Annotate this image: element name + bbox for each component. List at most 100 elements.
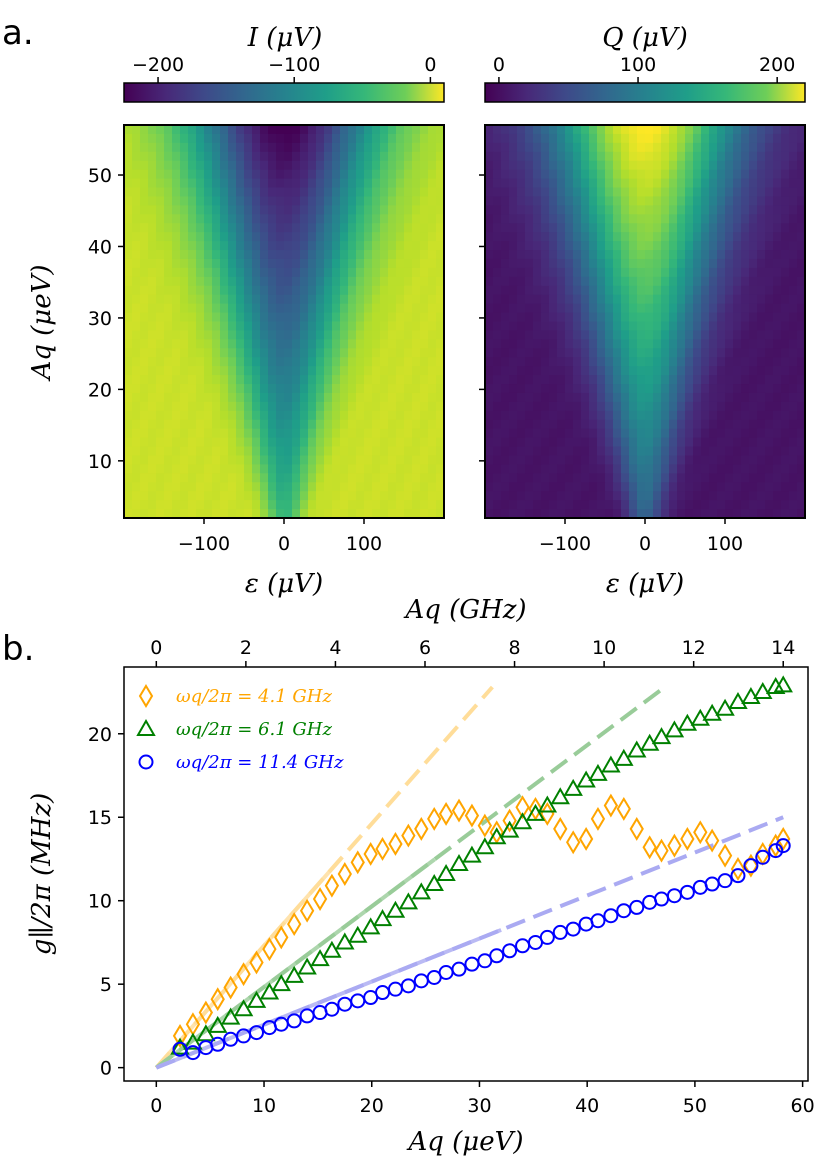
heatmap-cell: [436, 392, 445, 403]
heatmap-cell: [284, 205, 293, 215]
heatmap-cell: [156, 125, 165, 135]
heatmap-cell: [436, 500, 445, 510]
heatmap-cell: [292, 169, 301, 180]
heatmap-cell: [324, 357, 333, 367]
heatmap-cell: [605, 241, 614, 251]
heatmap-cell: [557, 339, 566, 349]
heatmap-cell: [653, 294, 662, 305]
heatmap-cell: [260, 178, 269, 189]
heatmap-cell: [501, 375, 510, 385]
heatmap-cell: [236, 267, 245, 278]
heatmap-cell: [541, 401, 550, 412]
heatmap-cell: [597, 392, 606, 403]
heatmap-cell: [236, 464, 245, 474]
heatmap-cell: [557, 214, 566, 224]
heatmap-cell: [228, 133, 237, 144]
heatmap-cell: [236, 509, 245, 519]
heatmap-cell: [244, 223, 253, 233]
heatmap-cell: [605, 276, 614, 287]
heatmap-cell: [701, 133, 710, 144]
heatmap-cell: [597, 169, 606, 180]
heatmap-cell: [292, 276, 301, 287]
heatmap-cell: [380, 509, 389, 519]
heatmap-cell: [525, 473, 534, 483]
heatmap-cell: [244, 473, 253, 483]
heatmap-cell: [725, 482, 734, 492]
heatmap-cell: [292, 151, 301, 162]
heatmap-cell: [725, 142, 734, 153]
heatmap-cell: [541, 357, 550, 367]
heatmap-cell: [541, 437, 550, 448]
heatmap-cell: [396, 366, 405, 376]
heatmap-cell: [669, 232, 678, 242]
heatmap-cell: [340, 509, 349, 519]
heatmap-cell: [244, 258, 253, 269]
heatmap-cell: [148, 339, 157, 349]
data-point: [629, 899, 645, 915]
heatmap-cell: [372, 473, 381, 483]
heatmap-cell: [164, 401, 173, 412]
heatmap-cell: [340, 205, 349, 215]
heatmap-cell: [284, 294, 293, 305]
heatmap-cell: [661, 160, 670, 171]
heatmap-cell: [156, 339, 165, 349]
heatmap-cell: [797, 500, 806, 510]
heatmap-cell: [557, 446, 566, 457]
heatmap-cell: [428, 375, 437, 385]
heatmap-cell: [645, 232, 654, 242]
heatmap-cell: [412, 232, 421, 242]
heatmap-cell: [364, 419, 373, 430]
heatmap-cell: [581, 473, 590, 483]
heatmap-cell: [749, 321, 758, 332]
heatmap-cell: [733, 241, 742, 251]
heatmap-cell: [701, 464, 710, 474]
heatmap-cell: [517, 464, 526, 474]
heatmap-cell: [541, 455, 550, 466]
heatmap-cell: [501, 384, 510, 394]
heatmap-cell: [436, 196, 445, 206]
heatmap-cell: [428, 455, 437, 466]
heatmap-cell: [236, 258, 245, 269]
heatmap-cell: [284, 339, 293, 349]
heatmap-cell: [348, 401, 357, 412]
heatmap-cell: [685, 330, 694, 340]
heatmap-cell: [404, 232, 413, 242]
heatmap-cell: [340, 285, 349, 296]
heatmap-cell: [573, 178, 582, 189]
heatmap-cell: [645, 428, 654, 439]
heatmap-cell: [428, 276, 437, 287]
heatmap-cell: [420, 250, 429, 260]
heatmap-cell: [300, 509, 309, 519]
heatmap-cell: [781, 384, 790, 394]
heatmap-cell: [436, 133, 445, 144]
heatmap-cell: [172, 339, 181, 349]
heatmap-cell: [172, 214, 181, 224]
heatmap-cell: [436, 321, 445, 332]
heatmap-cell: [509, 250, 518, 260]
heatmap-cell: [260, 428, 269, 439]
heatmap-cell: [380, 419, 389, 430]
heatmap-cell: [420, 339, 429, 349]
heatmap-cell: [605, 482, 614, 492]
heatmap-cell: [316, 241, 325, 251]
heatmap-cell: [741, 500, 750, 510]
heatmap-cell: [140, 339, 149, 349]
heatmap-cell: [565, 321, 574, 332]
heatmap-cell: [308, 419, 317, 430]
heatmap-cell: [308, 482, 317, 492]
heatmap-cell: [677, 312, 686, 323]
heatmap-cell: [276, 330, 285, 340]
data-point: [565, 921, 581, 937]
heatmap-cell: [549, 348, 558, 358]
legend-label: ωq/2π = 11.4 GHz: [176, 752, 344, 773]
heatmap-cell: [717, 509, 726, 519]
heatmap-cell: [517, 196, 526, 206]
heatmap-cell: [404, 250, 413, 260]
heatmap-cell: [581, 250, 590, 260]
heatmap-cell: [236, 187, 245, 198]
heatmap-cell: [148, 151, 157, 162]
heatmap-cell: [412, 285, 421, 296]
heatmap-cell: [164, 196, 173, 206]
heatmap-cell: [308, 205, 317, 215]
